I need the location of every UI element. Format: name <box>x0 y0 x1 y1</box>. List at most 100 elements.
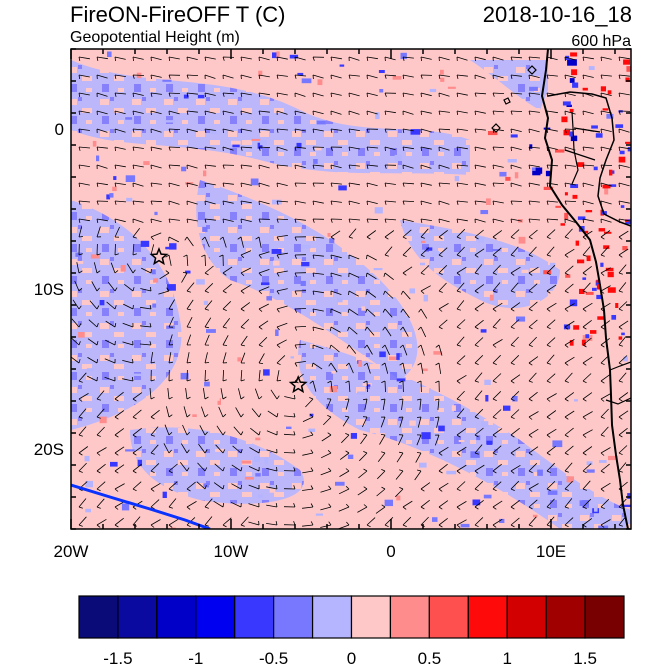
speckle <box>162 79 172 82</box>
wind-barb <box>330 128 342 133</box>
wind-barb <box>382 308 393 318</box>
wind-barb <box>348 74 360 80</box>
wind-barb <box>216 425 226 436</box>
wind-barb <box>492 146 505 151</box>
wind-barb <box>474 284 485 294</box>
wind-barb <box>203 388 209 400</box>
wind-barb <box>510 218 522 223</box>
wind-barb <box>78 146 91 151</box>
wind-barb <box>122 377 134 382</box>
wind-barb <box>492 92 505 97</box>
wind-barb <box>329 344 340 353</box>
wind-barb <box>312 236 324 242</box>
wind-barb <box>114 243 119 256</box>
speckle <box>444 501 450 507</box>
country-border-2 <box>564 111 601 185</box>
wind-barb <box>320 467 332 476</box>
wind-barb <box>528 446 539 456</box>
wind-barb <box>564 498 573 509</box>
wind-barb <box>600 408 609 419</box>
speckle <box>446 470 457 475</box>
speckle <box>272 52 280 59</box>
wind-barb <box>564 480 573 491</box>
land-speckle <box>560 223 566 226</box>
wind-barb <box>376 486 386 497</box>
wind-barb <box>402 56 414 62</box>
wind-barb <box>78 393 89 402</box>
wind-barb <box>240 182 252 188</box>
wind-barb <box>248 502 260 508</box>
wind-barb <box>402 266 413 276</box>
wind-barb <box>320 450 332 459</box>
wind-barb <box>438 229 448 240</box>
wind-barb <box>258 269 270 277</box>
wind-barb <box>528 200 540 206</box>
wind-barb <box>564 92 576 98</box>
wind-barb <box>618 445 628 456</box>
speckle <box>237 357 242 362</box>
wind-barb <box>168 299 175 310</box>
wind-barb <box>266 485 278 490</box>
speckle <box>152 303 157 308</box>
wind-barb <box>222 200 234 206</box>
speckle <box>547 490 558 495</box>
speckle <box>86 368 94 372</box>
wind-barb <box>240 335 248 347</box>
wind-barb <box>78 408 87 419</box>
land-speckle <box>586 255 591 262</box>
wind-barb <box>348 182 360 187</box>
wind-barb <box>74 280 83 292</box>
wind-barb <box>492 445 502 456</box>
wind-barb <box>294 92 306 98</box>
wind-barb <box>230 501 242 508</box>
colorbar-swatch <box>428 595 469 639</box>
speckle <box>396 353 400 360</box>
land-speckle <box>608 184 617 187</box>
wind-barb <box>546 284 557 294</box>
wind-barb <box>78 182 90 187</box>
wind-barb <box>618 427 628 438</box>
wind-barb <box>78 200 91 205</box>
wind-barb <box>186 200 198 206</box>
speckle <box>568 220 572 226</box>
land-speckle <box>573 325 580 330</box>
wind-barb <box>395 487 404 498</box>
wind-barb <box>186 501 197 510</box>
wind-barb <box>528 56 541 61</box>
wind-barb <box>309 380 317 392</box>
wind-barb <box>294 308 307 313</box>
speckle <box>106 194 111 200</box>
wind-barb <box>528 356 539 366</box>
speckle <box>232 144 240 148</box>
wind-barb <box>158 287 170 295</box>
wind-barb <box>96 146 108 151</box>
colorbar-swatch <box>117 595 158 639</box>
wind-barb <box>564 182 576 187</box>
wind-barb <box>582 74 594 80</box>
wind-barb <box>510 146 522 152</box>
speckle <box>529 144 533 149</box>
speckle <box>261 282 270 286</box>
speckle <box>180 372 189 380</box>
wind-barb <box>456 446 467 456</box>
speckle <box>588 66 595 70</box>
wind-barb <box>78 56 90 61</box>
wind-barb <box>114 483 125 492</box>
wind-barb <box>528 218 541 223</box>
wind-barb <box>618 164 630 170</box>
speckle <box>317 79 323 86</box>
wind-barb <box>528 164 540 169</box>
speckle <box>264 457 268 465</box>
speckle <box>255 437 261 441</box>
wind-barb <box>132 243 137 256</box>
wind-barb <box>284 394 296 400</box>
wind-barb <box>546 428 557 438</box>
wind-barb <box>618 355 628 366</box>
speckle <box>258 70 263 77</box>
wind-barb <box>564 128 577 133</box>
wind-barb <box>474 74 486 80</box>
wind-barb <box>186 110 198 115</box>
speckle <box>167 284 176 291</box>
wind-barb <box>132 446 143 456</box>
speckle <box>301 78 312 84</box>
